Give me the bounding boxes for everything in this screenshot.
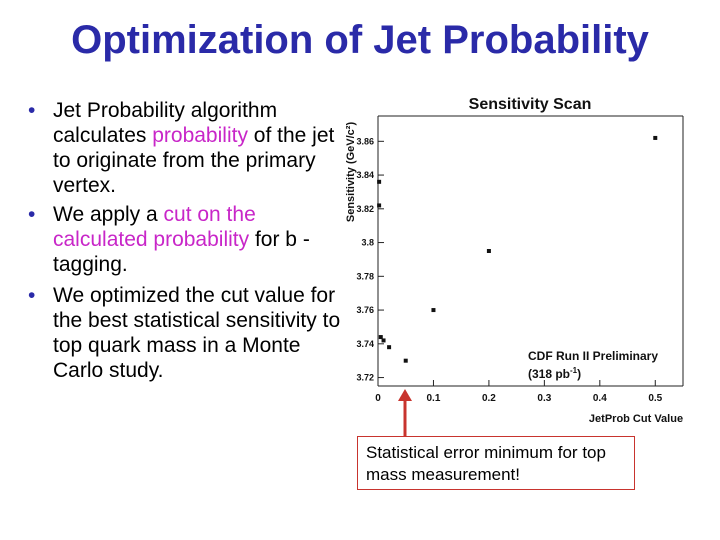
y-tick-label: 3.78 — [356, 271, 374, 281]
x-tick-label: 0.5 — [648, 393, 662, 404]
bullet-item: • We apply a cut on the calculated probab… — [28, 202, 348, 277]
y-tick-label: 3.8 — [361, 238, 374, 248]
bullet-dot: • — [28, 284, 36, 307]
data-point — [378, 335, 383, 340]
data-point — [403, 358, 408, 363]
y-tick-label: 3.72 — [356, 373, 374, 383]
bullet-item: • We optimized the cut value for the best… — [28, 283, 348, 383]
highlighted-text: probability — [152, 124, 248, 147]
x-tick-label: 0.4 — [593, 393, 607, 404]
y-axis-label: Sensitivity (GeV/c²) — [345, 122, 357, 223]
luminosity-annotation: (318 pb-1) — [528, 366, 581, 381]
data-point — [387, 345, 392, 350]
bullet-item: • Jet Probability algorithm calculates pr… — [28, 98, 348, 198]
bullet-text: We apply a — [53, 203, 164, 226]
chart-ticks: 0 0.1 0.2 0.3 0.4 0.5 3.72 3.74 3.76 3.78 3.8 3.82 3… — [356, 136, 662, 404]
y-tick-label: 3.84 — [356, 170, 374, 180]
data-point — [653, 135, 658, 140]
data-point — [486, 249, 491, 253]
y-tick-label: 3.86 — [356, 136, 374, 146]
bullet-text: for b -tagging. — [53, 228, 310, 276]
data-point — [381, 338, 386, 343]
data-point — [377, 203, 382, 208]
x-tick-label: 0.1 — [427, 393, 441, 404]
data-point — [377, 179, 382, 184]
bullet-dot: • — [28, 203, 36, 226]
data-point — [431, 308, 436, 313]
callout-box: Statistical error minimum for top mass m… — [357, 436, 635, 490]
callout-arrow — [398, 389, 412, 438]
bullet-text: We optimized the cut value for the best … — [53, 284, 341, 382]
chart-title: Sensitivity Scan — [469, 96, 592, 113]
sensitivity-scan-chart: Sensitivity Scan 0 0.1 0.2 0.3 0.4 0.5 3.72 3.7… — [345, 96, 684, 425]
preliminary-annotation: CDF Run II Preliminary — [528, 349, 658, 363]
chart-axes — [377, 115, 684, 387]
bullet-list: • Jet Probability algorithm calculates pr… — [28, 98, 348, 383]
highlighted-text: cut on the calculated probability — [53, 203, 256, 251]
x-tick-label: 0.2 — [482, 393, 496, 404]
slide-title: Optimization of Jet Probability — [71, 18, 649, 62]
x-tick-label: 0 — [375, 393, 381, 404]
y-tick-label: 3.76 — [356, 305, 374, 315]
bullet-dot: • — [28, 99, 36, 122]
x-tick-label: 0.3 — [537, 393, 551, 404]
bullet-text: of the jet to originate from the primary… — [53, 124, 335, 197]
bullet-text: Jet Probability algorithm calculates — [53, 99, 278, 147]
y-tick-label: 3.82 — [356, 204, 374, 214]
y-tick-label: 3.74 — [356, 339, 374, 349]
x-axis-label: JetProb Cut Value — [589, 413, 683, 425]
chart-points — [377, 135, 658, 363]
